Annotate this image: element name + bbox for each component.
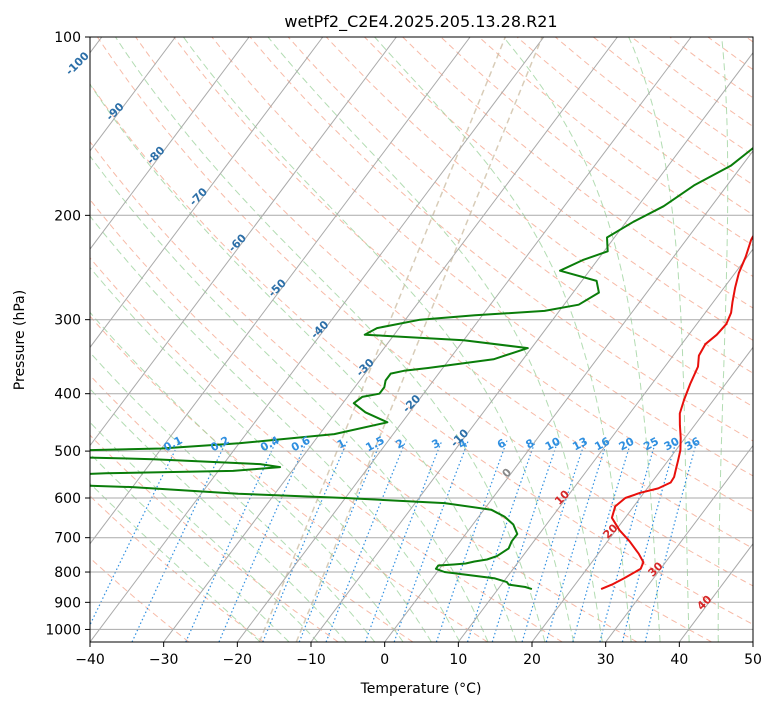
moist-adiabat-line: [267, 37, 603, 642]
chart-title: wetPf2_C2E4.2025.205.13.28.R21: [284, 12, 557, 32]
isotherm-line: [163, 37, 618, 642]
dry-adiabat-line: [249, 37, 753, 442]
y-tick-label: 300: [54, 313, 81, 329]
y-tick-label: 500: [54, 444, 81, 460]
moist-adiabat-line: [90, 155, 489, 642]
moist-adiabat-line: [115, 37, 546, 642]
dry-adiabat-line: [90, 83, 753, 625]
plot-background: [90, 37, 753, 642]
temperature-profile-line: [600, 234, 753, 591]
x-tick-label: −10: [296, 652, 326, 668]
isotherm-line: [90, 37, 545, 642]
dewpoint-profile-line: [90, 146, 753, 591]
isotherm-line: [90, 37, 397, 447]
mixing-ratio-label: 20: [617, 435, 637, 454]
grid-lines: [90, 37, 753, 642]
mixing-ratio-line: [90, 440, 181, 627]
dry-adiabat-line: [96, 37, 753, 587]
moist-adiabat-line: [90, 388, 347, 642]
y-tick-label: 700: [54, 531, 81, 547]
mixing-ratio-line: [491, 440, 559, 642]
mixing-ratio-label: 10: [543, 435, 563, 454]
x-tick-label: 30: [597, 652, 615, 668]
x-tick-label: 40: [670, 652, 688, 668]
dry-adiabat-line: [90, 257, 563, 642]
mixing-ratio-line: [521, 440, 586, 642]
moist-adiabat-line: [182, 37, 575, 642]
mixing-ratio-line: [393, 440, 469, 642]
isotherm-line: [384, 150, 753, 642]
x-tick-label: 10: [449, 652, 467, 668]
mixing-ratio-line: [435, 440, 508, 642]
isotherm-line: [90, 37, 176, 152]
mixing-ratio-label: 25: [641, 435, 661, 454]
axes: −40 −30 −20 −10 0 10 20 30 40 50 100 200 300 400 500 60…: [45, 30, 762, 668]
x-tick-label: 20: [523, 652, 541, 668]
mixing-ratio-label: 16: [592, 435, 612, 454]
y-tick-label: 100: [54, 30, 81, 46]
moist-adiabat-line: [90, 482, 261, 642]
isotherm-line: [90, 37, 471, 545]
x-tick-label: 50: [744, 652, 762, 668]
mixing-ratio-line: [545, 440, 608, 642]
y-tick-label: 200: [54, 208, 81, 224]
sounding-series: [90, 146, 753, 591]
moist-adiabat-line: [628, 37, 690, 642]
y-axis-title: Pressure (hPa): [12, 290, 28, 390]
x-tick-label: −20: [223, 652, 253, 668]
dry-adiabat-line: [364, 37, 753, 341]
y-tick-label: 600: [54, 491, 81, 507]
mixing-ratio-line: [644, 440, 698, 642]
isotherm-line: [90, 37, 250, 250]
moist-adiabat-line: [90, 266, 432, 642]
dry-adiabat-line: [402, 37, 753, 309]
mixing-ratio-line: [572, 440, 632, 642]
y-tick-label: 1000: [45, 622, 81, 638]
dry-adiabat-line: [90, 140, 712, 642]
y-tick-label: 400: [54, 387, 81, 403]
mixing-ratio-line: [218, 440, 308, 642]
isotherm-line: [752, 641, 753, 642]
isotherm-line: [90, 37, 324, 349]
isotherm-line: [457, 248, 753, 642]
dry-adiabat-line: [90, 374, 414, 642]
moist-adiabat-line: [717, 37, 729, 642]
x-tick-label: 0: [380, 652, 389, 668]
dendritic-zone-line: [295, 37, 543, 642]
mixing-ratio-line: [599, 440, 657, 642]
x-tick-label: −40: [75, 652, 105, 668]
dry-adiabat-line: [211, 37, 753, 477]
isotherm-line: [310, 51, 753, 642]
moist-adiabat-line: [503, 37, 661, 642]
dry-adiabat-line: [173, 37, 753, 513]
background-lines: [90, 37, 753, 642]
mixing-ratio-label: 30: [662, 435, 682, 454]
isotherm-label: -100: [63, 49, 92, 78]
mixing-ratio-line: [185, 440, 277, 642]
mixing-ratio-label: 36: [683, 435, 703, 454]
isotherm-line: [605, 444, 753, 642]
moist-adiabat-line: [374, 37, 632, 642]
moist-adiabat-line: [90, 351, 376, 642]
plot-frame: [89, 36, 754, 643]
dry-adiabat-line: [90, 198, 638, 642]
isotherm-line: [531, 346, 753, 642]
moist-adiabat-line: [90, 215, 461, 642]
y-tick-label: 800: [54, 565, 81, 581]
x-axis-title: Temperature (°C): [360, 681, 482, 697]
x-tick-label: −30: [149, 652, 179, 668]
moist-adiabat-line: [90, 83, 517, 642]
y-tick-label: 900: [54, 595, 81, 611]
mixing-ratio-label: 13: [570, 435, 590, 454]
mixing-ratio-line: [262, 440, 349, 642]
dendritic-zone-line: [258, 37, 506, 642]
